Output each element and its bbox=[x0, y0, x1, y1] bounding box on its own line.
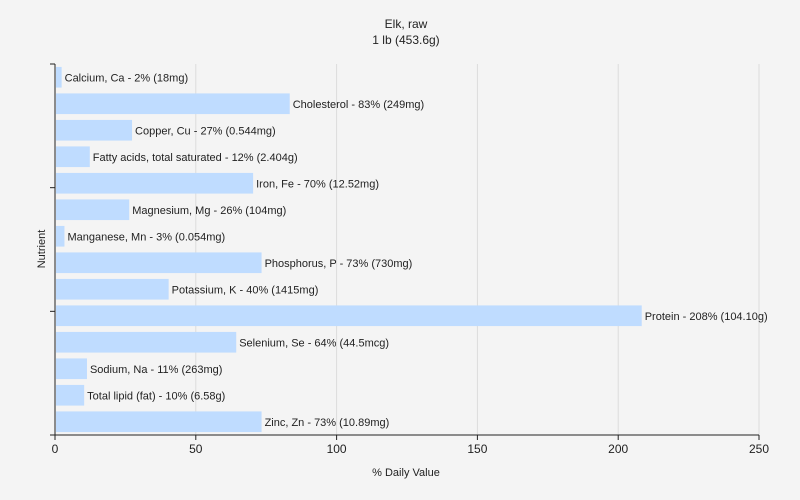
bar bbox=[56, 119, 133, 141]
x-tick-label: 150 bbox=[467, 442, 487, 456]
bar bbox=[56, 384, 85, 406]
axes: 0 50 100 150 200 250 bbox=[50, 63, 769, 456]
bar-label: Copper, Cu - 27% (0.544mg) bbox=[135, 125, 276, 137]
bar bbox=[56, 225, 65, 247]
bar bbox=[56, 252, 262, 274]
bar bbox=[56, 66, 62, 88]
bars: Calcium, Ca - 2% (18mg) Cholesterol - 83%… bbox=[56, 66, 768, 433]
bar-label: Total lipid (fat) - 10% (6.58g) bbox=[87, 390, 225, 402]
bar-label: Zinc, Zn - 73% (10.89mg) bbox=[265, 417, 390, 429]
bar-label: Phosphorus, P - 73% (730mg) bbox=[265, 258, 413, 270]
bar bbox=[56, 305, 642, 327]
bar-label: Magnesium, Mg - 26% (104mg) bbox=[132, 205, 286, 217]
bar bbox=[56, 172, 254, 194]
bar-label: Calcium, Ca - 2% (18mg) bbox=[65, 72, 188, 84]
bar bbox=[56, 199, 130, 221]
bar bbox=[56, 146, 90, 168]
x-tick-label: 200 bbox=[608, 442, 628, 456]
x-tick-label: 100 bbox=[327, 442, 347, 456]
bar bbox=[56, 358, 87, 380]
bar-label: Cholesterol - 83% (249mg) bbox=[293, 99, 424, 111]
bar-label: Potassium, K - 40% (1415mg) bbox=[172, 284, 319, 296]
bar bbox=[56, 411, 262, 433]
chart-title: Elk, raw bbox=[385, 17, 428, 31]
y-axis-label: Nutrient bbox=[36, 230, 48, 269]
x-tick-label: 0 bbox=[52, 442, 59, 456]
bar bbox=[56, 331, 237, 353]
bar-label: Protein - 208% (104.10g) bbox=[645, 311, 768, 323]
chart-subtitle: 1 lb (453.6g) bbox=[372, 33, 439, 47]
gridlines bbox=[195, 64, 760, 435]
bar bbox=[56, 278, 169, 300]
bar bbox=[56, 93, 290, 115]
bar-label: Selenium, Se - 64% (44.5mcg) bbox=[239, 337, 389, 349]
bar-label: Iron, Fe - 70% (12.52mg) bbox=[256, 178, 379, 190]
x-axis-label: % Daily Value bbox=[372, 467, 440, 479]
x-tick-label: 50 bbox=[189, 442, 203, 456]
bar-label: Manganese, Mn - 3% (0.054mg) bbox=[67, 231, 225, 243]
bar-label: Sodium, Na - 11% (263mg) bbox=[90, 364, 222, 376]
bar-label: Fatty acids, total saturated - 12% (2.40… bbox=[93, 152, 298, 164]
x-tick-label: 250 bbox=[749, 442, 769, 456]
